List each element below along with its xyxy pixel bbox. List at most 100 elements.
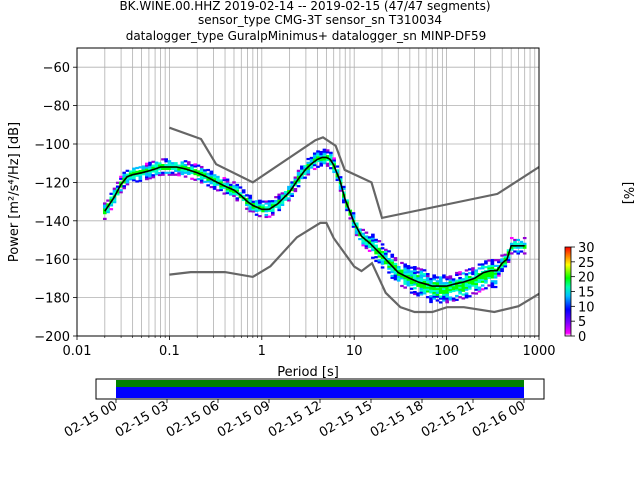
heatmap-cell (228, 185, 233, 188)
heatmap-cell (132, 177, 136, 180)
heatmap-cell (519, 250, 524, 253)
heatmap-cell (228, 189, 233, 192)
heatmap-cell (186, 163, 191, 166)
heatmap-cell (270, 211, 275, 214)
heatmap-cell (471, 269, 475, 272)
heatmap-cell (464, 273, 469, 276)
heatmap-cell (451, 282, 456, 285)
heatmap-cell (409, 274, 414, 277)
heatmap-cell (455, 279, 459, 282)
heatmap-cell (471, 276, 475, 280)
heatmap-cell (406, 284, 411, 287)
heatmap-cell (490, 282, 495, 285)
heatmap-cell (296, 173, 301, 176)
heatmap-cell (480, 272, 485, 276)
heatmap-cell (435, 289, 440, 292)
heatmap-cell (212, 187, 217, 190)
y-axis-ticks: −200 −180 −160 −140 −120 −100 −80 −60 (34, 61, 77, 345)
heatmap-cell (322, 150, 327, 153)
heatmap-cell (235, 185, 240, 188)
heatmap-cell (374, 250, 378, 253)
heatmap-cell (351, 214, 356, 217)
heatmap-cell (471, 282, 475, 285)
heatmap-cell (235, 183, 240, 187)
heatmap-cell (135, 174, 139, 177)
heatmap-cell (464, 278, 469, 282)
heatmap-cell (354, 224, 359, 227)
heatmap-cell (280, 201, 285, 205)
heatmap-cell (458, 284, 462, 287)
heatmap-cell (413, 283, 417, 286)
heatmap-cell (432, 293, 437, 296)
heatmap-cell (429, 279, 433, 282)
heatmap-cell (174, 167, 178, 171)
heatmap-cell (222, 192, 227, 195)
heatmap-cell (409, 276, 414, 279)
heatmap-cell (248, 210, 252, 213)
heatmap-cell (174, 162, 178, 165)
heatmap-cell (364, 243, 369, 246)
heatmap-cell (332, 170, 336, 174)
heatmap-cell (471, 284, 475, 287)
heatmap-cell (119, 181, 123, 184)
heatmap-cell (396, 279, 401, 282)
heatmap-cell (148, 177, 152, 180)
heatmap-cell (329, 157, 333, 160)
heatmap-cell (170, 164, 175, 167)
heatmap-cell (396, 273, 401, 276)
heatmap-cell (112, 197, 117, 200)
heatmap-cell (458, 286, 462, 289)
heatmap-cell (106, 203, 110, 206)
heatmap-cell (429, 295, 433, 298)
heatmap-cell (270, 213, 275, 216)
heatmap-cell (193, 169, 198, 172)
heatmap-cell (413, 275, 417, 278)
heatmap-cell (232, 194, 236, 197)
heatmap-cell (319, 152, 324, 156)
heatmap-cell (270, 201, 275, 205)
heatmap-cell (290, 183, 294, 186)
heatmap-cell (193, 163, 198, 166)
heatmap-cell (425, 282, 430, 285)
heatmap-cell (167, 167, 172, 171)
heatmap-cell (235, 187, 240, 190)
heatmap-cell (300, 171, 304, 174)
heatmap-cell (277, 197, 282, 200)
heatmap-cell (277, 195, 282, 198)
heatmap-cell (306, 161, 311, 164)
heatmap-cell (148, 165, 152, 168)
heatmap-cell (225, 182, 230, 185)
heatmap-cell (161, 173, 165, 176)
heatmap-cell (125, 183, 130, 186)
heatmap-cell (409, 281, 414, 285)
heatmap-cell (303, 167, 307, 170)
heatmap-cell (429, 289, 433, 292)
heatmap-cell (474, 292, 479, 295)
heatmap-cell (148, 173, 152, 176)
heatmap-cell (112, 199, 117, 202)
heatmap-cell (400, 277, 404, 280)
heatmap-cell (212, 181, 217, 185)
heatmap-cell (471, 271, 475, 274)
heatmap-cell (467, 279, 472, 283)
heatmap-cell (183, 160, 188, 163)
heatmap-cell (264, 215, 269, 219)
heatmap-cell (413, 267, 417, 271)
heatmap-cell (283, 190, 288, 194)
heatmap-cell (448, 275, 453, 278)
coverage-used-segments (116, 380, 524, 387)
heatmap-cell (290, 185, 294, 188)
heatmap-cell (493, 264, 498, 268)
heatmap-cell (393, 266, 398, 269)
heatmap-cell (435, 295, 440, 298)
heatmap-cell (519, 242, 524, 245)
heatmap-cell (461, 285, 466, 288)
heatmap-cell (480, 288, 485, 291)
heatmap-cell (342, 201, 346, 204)
heatmap-cell (413, 277, 417, 280)
heatmap-cell (148, 167, 152, 170)
heatmap-cell (497, 270, 501, 273)
